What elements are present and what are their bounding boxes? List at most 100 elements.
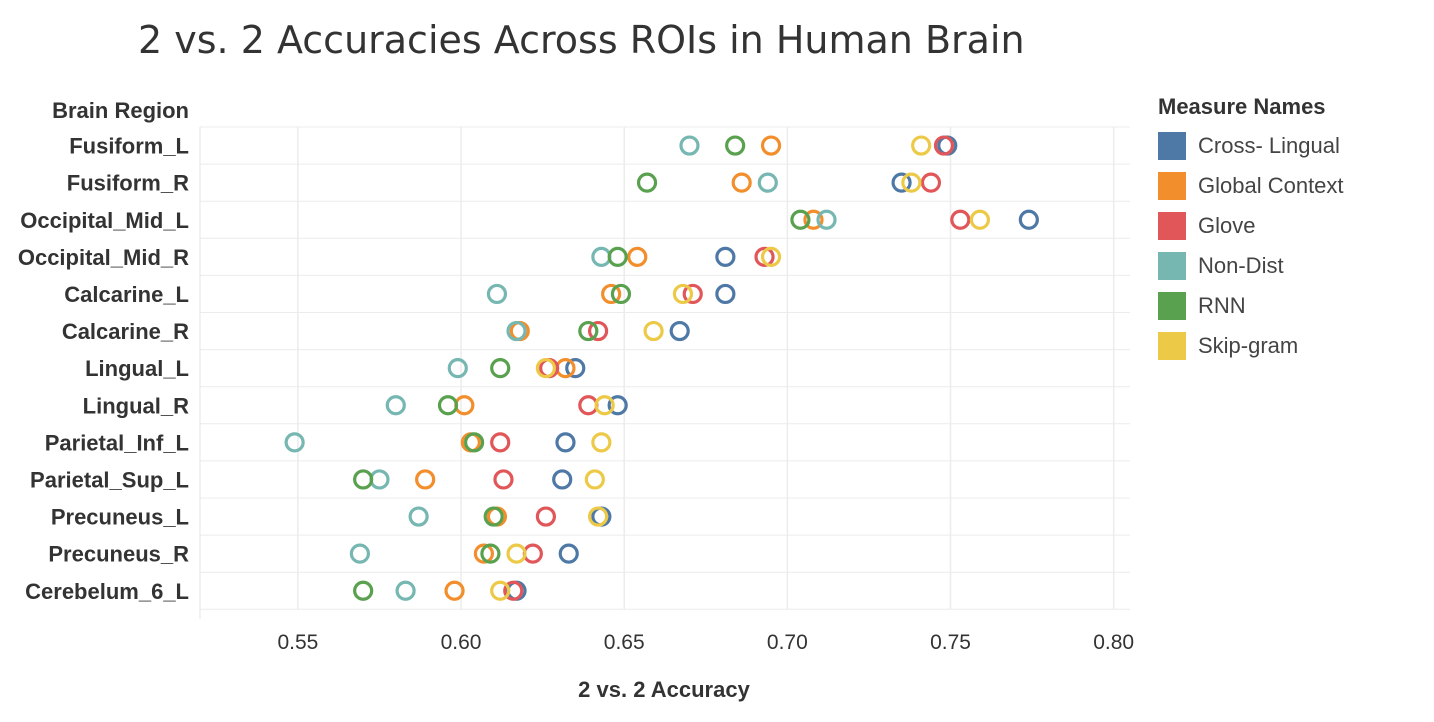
row-header: Brain Region bbox=[52, 98, 189, 123]
data-point bbox=[558, 543, 579, 564]
row-label: Fusiform_R bbox=[67, 171, 189, 196]
data-point bbox=[578, 395, 599, 416]
data-point bbox=[669, 320, 690, 342]
data-point bbox=[454, 395, 475, 416]
data-point bbox=[911, 135, 932, 156]
data-point bbox=[969, 209, 990, 230]
data-point bbox=[594, 395, 615, 416]
data-point bbox=[760, 246, 782, 267]
legend-label: Cross- Lingual bbox=[1198, 133, 1340, 158]
data-point bbox=[349, 543, 370, 564]
data-point bbox=[588, 320, 609, 342]
x-axis-ticks: 0.55 0.60 0.65 0.70 0.75 0.80 bbox=[277, 631, 1134, 654]
data-point bbox=[715, 283, 736, 305]
data-point bbox=[679, 135, 700, 156]
legend-items: Cross- Lingual Global Context Glove Non-Dis… bbox=[1158, 126, 1344, 366]
data-point bbox=[610, 283, 632, 305]
legend-item[interactable]: Cross- Lingual bbox=[1158, 126, 1344, 166]
legend-label: Skip-gram bbox=[1198, 333, 1299, 358]
data-point bbox=[754, 246, 775, 267]
data-point bbox=[643, 320, 664, 342]
row-label: Lingual_R bbox=[83, 393, 189, 418]
data-point bbox=[464, 432, 485, 453]
data-point bbox=[522, 543, 543, 564]
data-point bbox=[672, 283, 694, 305]
legend-title: Measure Names bbox=[1158, 94, 1326, 119]
row-label: Parietal_Sup_L bbox=[30, 467, 189, 492]
data-point bbox=[483, 506, 504, 527]
data-point bbox=[353, 469, 374, 490]
data-point bbox=[486, 283, 508, 305]
data-point bbox=[803, 209, 824, 230]
legend-swatch bbox=[1158, 292, 1186, 320]
data-point bbox=[415, 469, 436, 490]
x-tick-label: 0.70 bbox=[767, 631, 808, 654]
data-point bbox=[790, 209, 811, 230]
data-point bbox=[1018, 209, 1039, 230]
row-label: Precuneus_R bbox=[48, 542, 189, 567]
data-point bbox=[535, 506, 556, 527]
data-point bbox=[490, 358, 511, 379]
legend-swatch bbox=[1158, 252, 1186, 280]
legend-label: RNN bbox=[1198, 293, 1246, 318]
legend-swatch bbox=[1158, 132, 1186, 160]
legend-item[interactable]: Skip-gram bbox=[1158, 326, 1344, 366]
legend-item[interactable]: Non-Dist bbox=[1158, 246, 1344, 286]
legend-label: Non-Dist bbox=[1198, 253, 1284, 278]
x-tick-label: 0.65 bbox=[604, 631, 645, 654]
x-axis-label: 2 vs. 2 Accuracy bbox=[578, 677, 750, 702]
data-point bbox=[503, 580, 524, 601]
legend-swatch bbox=[1158, 332, 1186, 360]
data-point bbox=[760, 135, 782, 156]
data-point bbox=[552, 469, 573, 490]
legend-item[interactable]: Global Context bbox=[1158, 166, 1344, 206]
data-point bbox=[588, 506, 609, 527]
data-point bbox=[933, 135, 955, 156]
data-point bbox=[627, 246, 648, 267]
legend: Measure Names Cross- Lingual Global Conte… bbox=[1158, 94, 1344, 366]
row-label: Calcarine_R bbox=[62, 319, 189, 344]
legend-label: Glove bbox=[1198, 213, 1256, 238]
legend-item[interactable]: Glove bbox=[1158, 206, 1344, 246]
data-point bbox=[408, 506, 429, 527]
data-point bbox=[493, 469, 514, 490]
data-point bbox=[901, 172, 922, 193]
row-label: Fusiform_L bbox=[69, 134, 189, 159]
legend-swatch bbox=[1158, 212, 1186, 240]
row-label: Lingual_L bbox=[85, 356, 189, 381]
grid-lines bbox=[199, 126, 1130, 620]
data-point bbox=[607, 246, 628, 267]
data-point bbox=[682, 283, 703, 305]
legend-swatch bbox=[1158, 172, 1186, 200]
x-tick-label: 0.75 bbox=[930, 631, 971, 654]
data-point bbox=[473, 543, 494, 564]
data-point bbox=[950, 209, 971, 230]
data-point bbox=[447, 358, 468, 379]
data-point bbox=[891, 172, 912, 193]
data-point bbox=[490, 432, 511, 453]
data-point bbox=[920, 172, 942, 193]
data-point bbox=[506, 320, 527, 342]
data-point bbox=[601, 283, 622, 305]
data-points bbox=[284, 135, 1039, 601]
data-point bbox=[578, 320, 599, 342]
data-point bbox=[715, 246, 736, 267]
legend-label: Global Context bbox=[1198, 173, 1344, 198]
data-point bbox=[591, 246, 612, 267]
legend-item[interactable]: RNN bbox=[1158, 286, 1344, 326]
row-label: Calcarine_L bbox=[64, 282, 189, 307]
row-label: Precuneus_L bbox=[51, 505, 189, 530]
chart-title: 2 vs. 2 Accuracies Across ROIs in Human … bbox=[138, 18, 1025, 62]
data-point bbox=[437, 395, 459, 416]
row-label: Cerebelum_6_L bbox=[25, 579, 189, 604]
data-point bbox=[395, 580, 416, 601]
data-point bbox=[369, 469, 390, 490]
data-point bbox=[725, 135, 746, 156]
row-label: Parietal_Inf_L bbox=[45, 430, 189, 455]
data-point bbox=[591, 432, 612, 453]
data-point bbox=[555, 432, 576, 453]
data-point bbox=[444, 580, 465, 601]
data-point bbox=[731, 172, 752, 193]
data-point bbox=[584, 469, 605, 490]
